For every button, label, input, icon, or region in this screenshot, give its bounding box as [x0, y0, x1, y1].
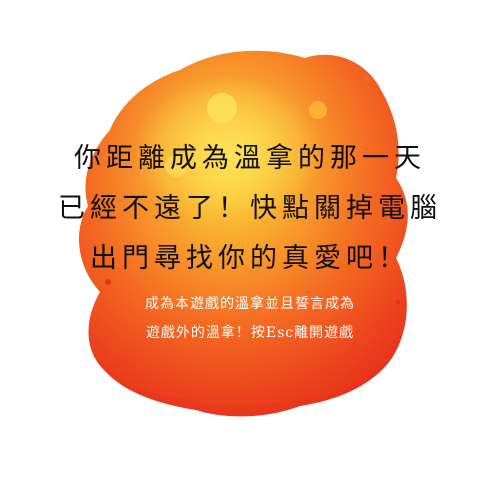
subtext-line-2: 遊戲外的溫拿！按Esc離開遊戲 — [145, 325, 355, 341]
splash-spot — [207, 93, 237, 123]
splash-spot — [165, 155, 187, 177]
headline-line-3: 出門尋找你的真愛吧！ — [90, 243, 410, 274]
splash-edge — [104, 358, 392, 417]
splash-spot — [309, 101, 327, 119]
headline-line-1: 你距離成為溫拿的那一天 — [74, 143, 426, 174]
headline-line-2: 已經不遠了！快點關掉電腦 — [58, 193, 442, 224]
splash-speck — [105, 279, 111, 285]
subtext-line-1: 成為本遊戲的溫拿並且誓言成為 — [145, 296, 355, 312]
splash-glow — [133, 75, 323, 225]
splash-speck — [395, 299, 401, 305]
splash-speck — [363, 75, 369, 81]
